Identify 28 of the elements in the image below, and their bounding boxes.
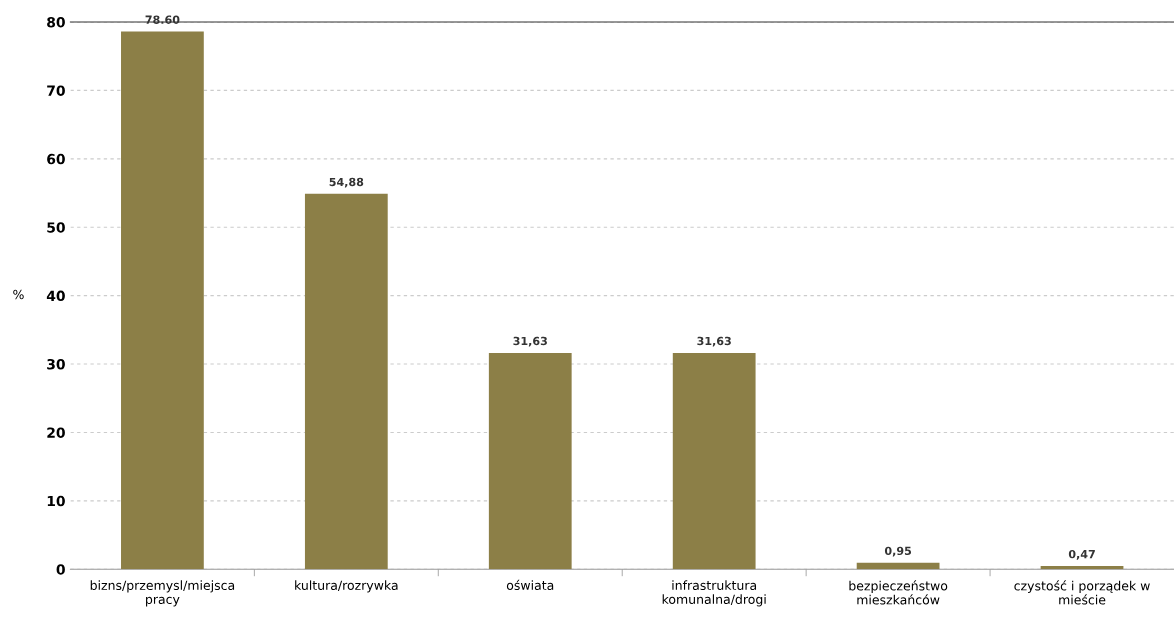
y-tick-label: 20 [47,427,65,438]
data-label: 0,95 [884,546,912,557]
data-label: 0,47 [1068,549,1095,560]
data-label: 54,88 [329,177,364,188]
data-label: 31,63 [697,336,731,347]
bar [488,352,572,570]
y-tick-label: 10 [47,495,65,507]
y-tick-label: 40 [46,290,65,302]
bar [121,31,204,570]
x-tick-label: czystość i porządek w mieście [1014,580,1150,605]
data-label: 78.60 [145,15,180,24]
bar [856,562,940,570]
y-axis-title: % [13,289,24,300]
y-tick-label: 60 [47,153,65,165]
y-tick-label: 70 [47,85,65,96]
x-tick-label: oświata [506,579,554,591]
x-tick-label: kultura/rozrywka [295,580,398,593]
bar [672,352,756,570]
x-tick-label: bizns/przemysl/miejsca pracy [90,580,235,607]
bar [1040,566,1124,570]
y-tick-label: 30 [47,359,65,370]
x-tick-label: infrastruktura komunalna/drogi [662,580,766,607]
data-label: 31,63 [513,336,547,347]
y-tick-label: 50 [47,222,65,233]
y-tick-label: 0 [56,564,65,575]
x-tick-label: bezpieczeństwo mieszkańców [849,580,948,605]
bar [304,193,388,570]
y-tick-label: 80 [47,16,65,28]
